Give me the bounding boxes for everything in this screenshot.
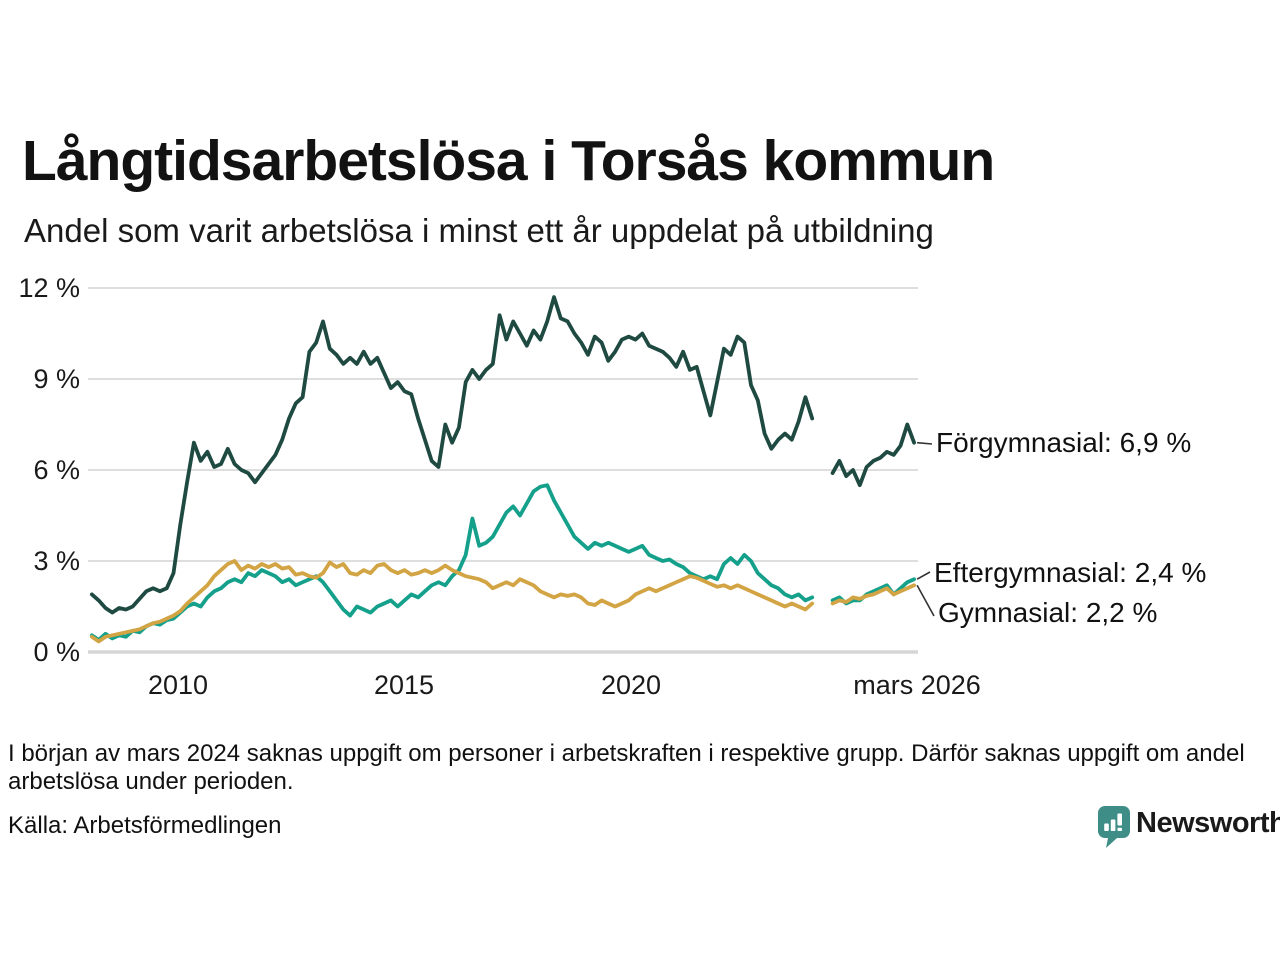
label-leader-line (916, 571, 931, 580)
bar-chart-speech-bubble-icon (1098, 806, 1130, 848)
x-axis-tick-label: 2010 (147, 670, 209, 700)
y-axis-tick-label: 6 % (33, 455, 80, 485)
x-axis-tick-label: 2015 (373, 670, 435, 700)
footnote-text: I början av mars 2024 saknas uppgift om … (8, 740, 1245, 795)
label-leader-line (916, 584, 935, 617)
series-label-forgymnasial: Förgymnasial: 6,9 % (936, 427, 1192, 458)
series-line-förgymnasial (90, 295, 815, 615)
series-label-eftergymnasial: Eftergymnasial: 2,4 % (934, 557, 1207, 588)
newsworthy-logo: Newsworthy (1098, 804, 1280, 848)
label-leader-line (917, 441, 933, 445)
series-line-förgymnasial (830, 422, 916, 488)
chart-subtitle: Andel som varit arbetslösa i minst ett å… (24, 212, 934, 249)
source-note: Källa: Arbetsförmedlingen (8, 812, 282, 839)
x-axis-tick-label: 2020 (600, 670, 662, 700)
series-line-gymnasial (830, 583, 916, 606)
series-line-gymnasial (90, 559, 815, 644)
x-axis-tick-label: mars 2026 (853, 670, 981, 700)
y-axis-tick-label: 0 % (33, 637, 80, 667)
chart-title: Långtidsarbetslösa i Torsås kommun (22, 129, 995, 193)
y-axis-tick-label: 12 % (18, 273, 80, 303)
newsworthy-wordmark: Newsworthy (1136, 807, 1280, 839)
y-axis-tick-label: 9 % (33, 364, 80, 394)
y-axis-tick-label: 3 % (33, 546, 80, 576)
series-label-gymnasial: Gymnasial: 2,2 % (938, 597, 1158, 628)
series-line-eftergymnasial (90, 483, 815, 642)
